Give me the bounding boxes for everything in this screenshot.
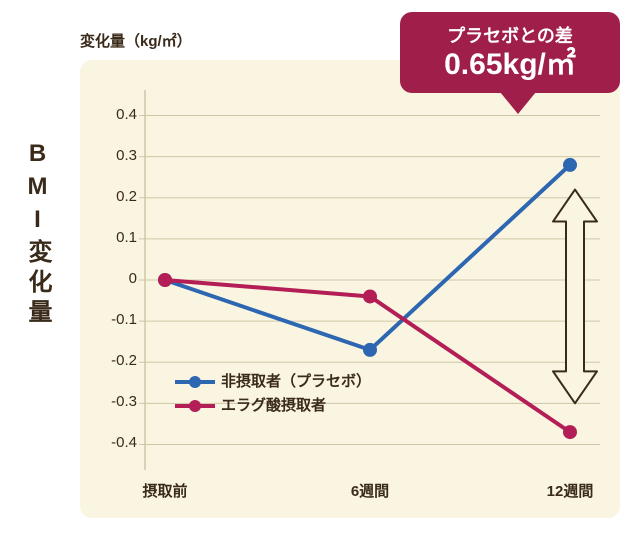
ytick-label: -0.2: [87, 352, 137, 369]
badge-tail: [500, 92, 536, 114]
figure-root: BMI変化量 変化量（kg/㎡） 0.4 0.3 0.2 0.1 0 -0.1 -0.2 -0…: [0, 0, 640, 533]
ytick-label: 0: [87, 270, 137, 287]
vertical-axis-title: BMI変化量: [20, 140, 55, 329]
legend-marker: [175, 375, 215, 389]
legend-label: 非摂取者（プラセボ）: [221, 373, 371, 390]
ytick-label: 0.4: [87, 106, 137, 123]
badge-line2: 0.65kg/㎡: [418, 48, 602, 81]
ytick-label: -0.3: [87, 393, 137, 410]
badge-line1: プラセボとの差: [418, 22, 602, 48]
chart-svg: [80, 60, 620, 518]
legend-marker: [175, 399, 215, 413]
xtick-label: 摂取前: [142, 480, 187, 501]
y-unit-label: 変化量（kg/㎡）: [80, 30, 192, 51]
ytick-label: -0.1: [87, 311, 137, 328]
xtick-label: 6週間: [351, 480, 389, 501]
ytick-label: 0.3: [87, 147, 137, 164]
ytick-label: -0.4: [87, 434, 137, 451]
legend-label: エラグ酸摂取者: [221, 397, 326, 414]
ytick-label: 0.2: [87, 188, 137, 205]
legend-item: 非摂取者（プラセボ）: [175, 370, 371, 391]
legend-item: エラグ酸摂取者: [175, 394, 326, 415]
difference-badge: プラセボとの差 0.65kg/㎡: [400, 12, 620, 93]
xtick-label: 12週間: [547, 480, 594, 501]
ytick-label: 0.1: [87, 229, 137, 246]
